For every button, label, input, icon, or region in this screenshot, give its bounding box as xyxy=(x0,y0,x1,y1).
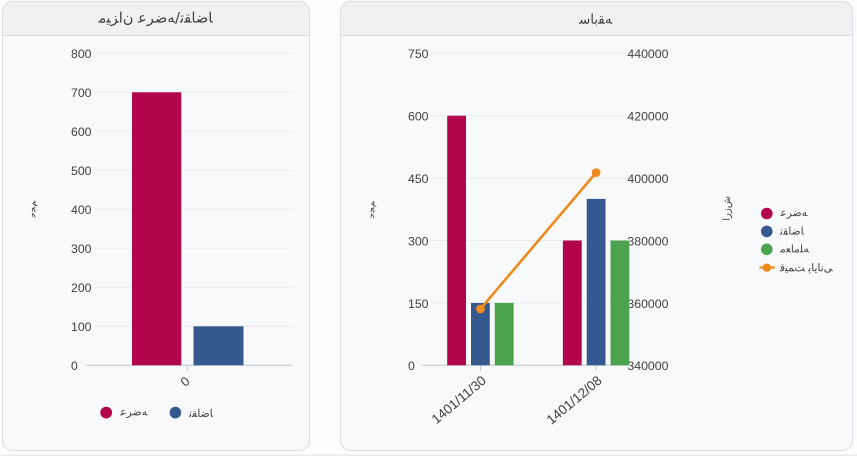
svg-text:340000: 340000 xyxy=(627,359,668,373)
svg-text:800: 800 xyxy=(71,47,92,61)
svg-text:700: 700 xyxy=(71,86,92,100)
svg-text:450: 450 xyxy=(408,172,429,186)
svg-text:0: 0 xyxy=(71,359,78,373)
svg-text:150: 150 xyxy=(408,297,429,311)
svg-text:600: 600 xyxy=(408,110,429,124)
svg-text:400: 400 xyxy=(71,203,92,217)
svg-text:420000: 420000 xyxy=(627,110,668,124)
svg-text:500: 500 xyxy=(71,164,92,178)
svg-text:400000: 400000 xyxy=(627,172,668,186)
svg-text:380000: 380000 xyxy=(627,234,668,248)
svg-text:600: 600 xyxy=(71,125,92,139)
svg-text:300: 300 xyxy=(71,242,92,256)
svg-text:440000: 440000 xyxy=(627,47,668,61)
svg-text:0: 0 xyxy=(408,359,415,373)
svg-text:100: 100 xyxy=(71,320,92,334)
svg-text:200: 200 xyxy=(71,281,92,295)
svg-text:360000: 360000 xyxy=(627,297,668,311)
svg-text:750: 750 xyxy=(408,47,429,61)
svg-text:300: 300 xyxy=(408,234,429,248)
